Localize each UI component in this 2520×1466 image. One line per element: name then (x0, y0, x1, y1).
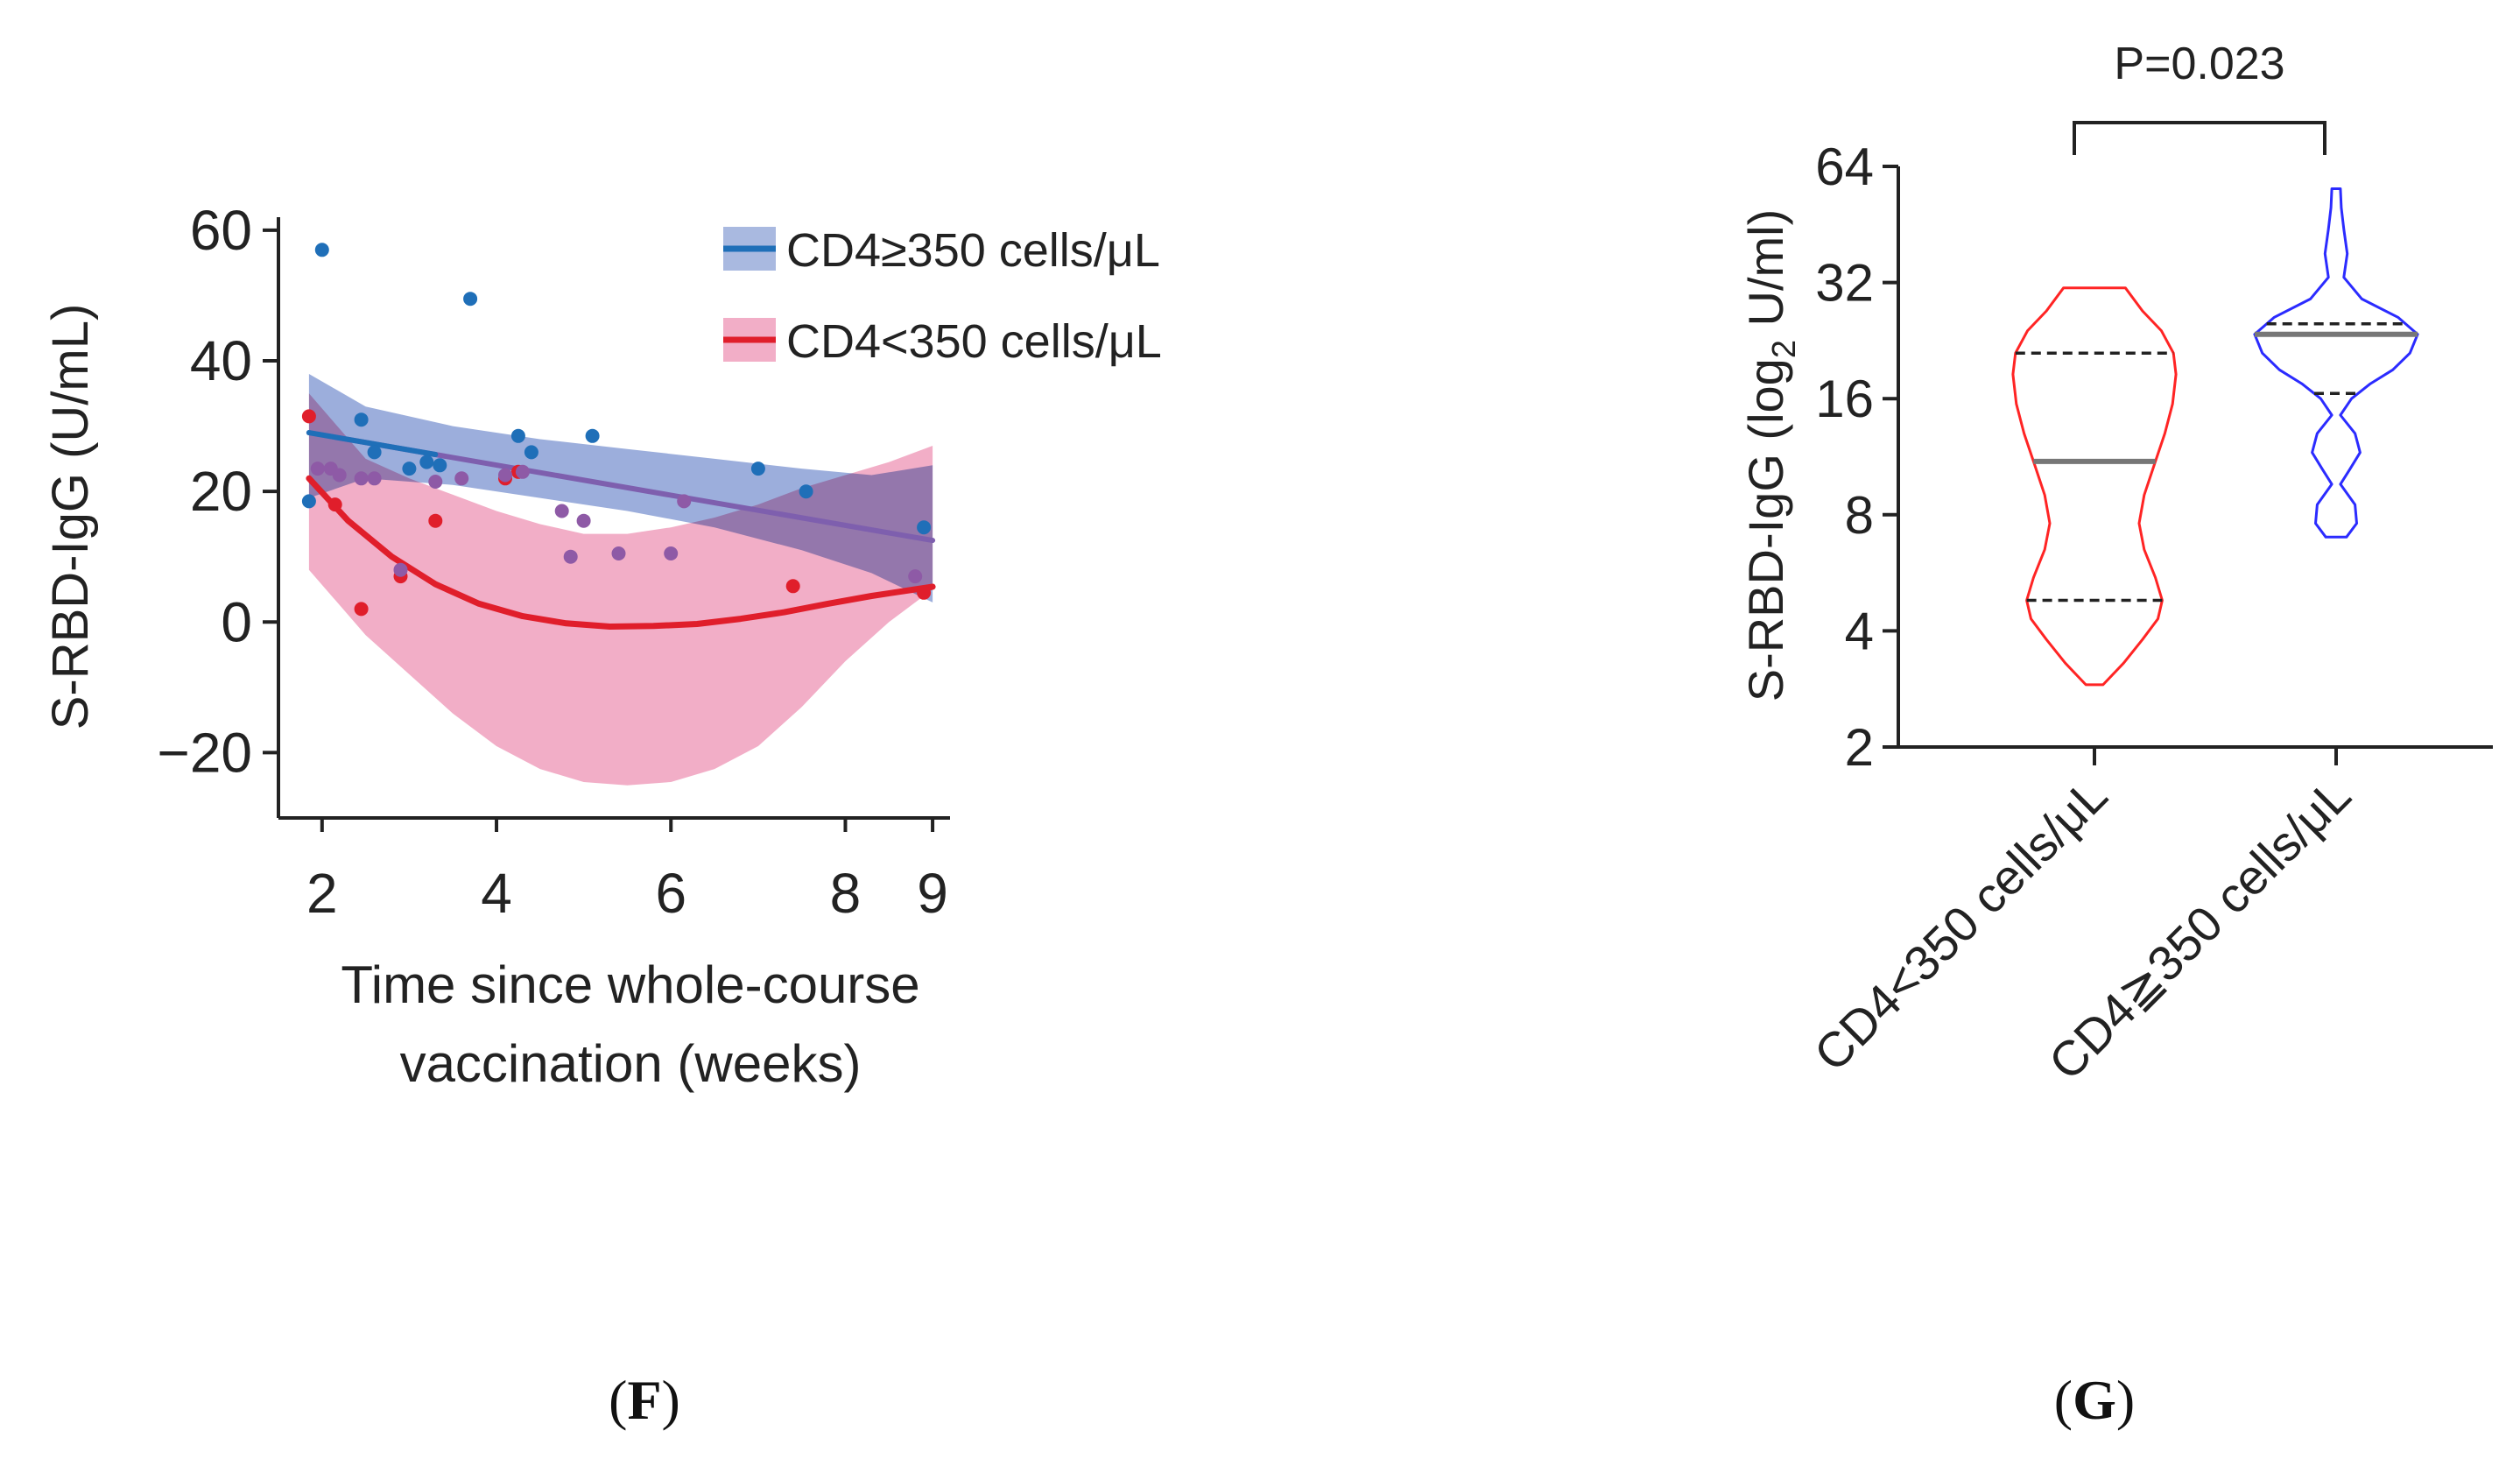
data-point-cd4-high (367, 445, 382, 460)
x-tick-label: 2 (306, 862, 338, 925)
data-point-overlap (908, 569, 923, 584)
data-point-cd4-high (402, 462, 417, 476)
data-point-cd4-low (327, 497, 342, 512)
f-legend: CD4≥350 cells/μL CD4<350 cells/μL (723, 224, 1162, 368)
data-point-cd4-high (463, 292, 478, 307)
panel-label-g-letter: G (2073, 1369, 2116, 1431)
confidence-band-cd4-low (308, 393, 933, 786)
x-tick-label: 6 (655, 862, 686, 925)
y-tick-label: −20 (157, 721, 252, 784)
fit-lines (306, 430, 936, 630)
data-point-overlap (664, 546, 679, 560)
g-y-label-sub: 2 (1766, 340, 1803, 358)
panel-label-g-open: ( (2054, 1369, 2073, 1431)
y-tick-label: 4 (1845, 602, 1874, 660)
data-point-cd4-high (301, 494, 316, 509)
fit-line-cd4-low (306, 475, 936, 630)
x-tick-label: 4 (481, 862, 512, 925)
data-point-cd4-high (314, 243, 329, 257)
data-point-cd4-low (301, 409, 316, 424)
data-point-overlap (576, 513, 591, 528)
g-y-axis-label: S-RBD-IgG (log2 U/ml) (1738, 209, 1803, 702)
data-point-cd4-high (799, 484, 813, 499)
data-point-overlap (332, 468, 347, 483)
data-point-cd4-high (524, 445, 538, 460)
data-point-cd4-high (585, 428, 600, 443)
data-point-cd4-low (917, 585, 932, 600)
panel-label-g: (G) (2054, 1369, 2135, 1431)
data-point-overlap (310, 462, 325, 476)
y-tick-label: 60 (190, 199, 252, 262)
legend-label-cd4-low: CD4<350 cells/μL (786, 315, 1162, 368)
data-point-cd4-low (785, 579, 800, 594)
panel-label-f-letter: F (627, 1369, 661, 1431)
panel-label-f-open: ( (609, 1369, 627, 1431)
f-y-axis-label: S-RBD-IgG (U/mL) (42, 304, 99, 730)
data-point-overlap (428, 475, 443, 489)
data-points (301, 243, 932, 617)
f-axis-ticks: 2 4 6 8 9 60 40 20 0 −20 (157, 199, 947, 925)
violins (2011, 187, 2419, 687)
panel-f-chart: 2 4 6 8 9 60 40 20 0 −20 S-RBD-IgG (U/mL) Time si… (42, 199, 1162, 1093)
data-point-cd4-high (354, 412, 369, 427)
panel-label-g-close: ) (2116, 1369, 2135, 1431)
g-axis-ticks: 64 32 16 8 4 2 (1815, 137, 2338, 777)
data-point-overlap (454, 471, 469, 486)
y-tick-label: 2 (1845, 718, 1874, 777)
data-point-cd4-low (428, 513, 443, 528)
data-point-overlap (515, 464, 530, 479)
g-y-label-end: U/ml) (1738, 209, 1793, 340)
data-point-overlap (563, 549, 578, 564)
significance-bracket-line (2073, 121, 2326, 155)
y-tick-label: 0 (221, 590, 252, 653)
significance-bracket: P=0.023 (2073, 39, 2326, 155)
data-point-cd4-high (750, 462, 765, 476)
violin-cd4-low (2011, 286, 2178, 687)
data-point-overlap (554, 504, 569, 518)
y-tick-label: 20 (190, 460, 252, 523)
y-tick-label: 40 (190, 329, 252, 392)
x-tick-label: 9 (917, 862, 948, 925)
data-point-overlap (354, 471, 369, 486)
data-point-overlap (677, 494, 692, 509)
data-point-cd4-high (917, 520, 932, 535)
f-x-axis-label-line1: Time since whole-course (341, 955, 919, 1014)
f-x-axis-label-line2: vaccination (weeks) (400, 1034, 862, 1093)
data-point-cd4-high (433, 458, 447, 473)
data-point-overlap (367, 471, 382, 486)
data-point-overlap (498, 468, 512, 483)
data-point-overlap (611, 546, 626, 560)
y-tick-label: 64 (1815, 137, 1874, 196)
y-tick-label: 8 (1845, 486, 1874, 545)
data-point-cd4-low (354, 602, 369, 617)
data-point-overlap (393, 562, 408, 577)
legend-label-cd4-high: CD4≥350 cells/μL (786, 224, 1160, 277)
fit-line-cd4-high-start (306, 430, 439, 458)
panel-label-f: (F) (609, 1369, 680, 1431)
x-tick-label: 8 (830, 862, 862, 925)
significance-p-value: P=0.023 (2114, 39, 2284, 89)
y-tick-label: 16 (1815, 370, 1874, 428)
data-point-cd4-high (419, 455, 434, 469)
y-tick-label: 32 (1815, 254, 1874, 313)
g-y-label-main: S-RBD-IgG (log (1738, 358, 1793, 701)
data-point-cd4-high (510, 428, 525, 443)
violin-cd4-high (2253, 187, 2419, 539)
panel-label-f-close: ) (662, 1369, 680, 1431)
